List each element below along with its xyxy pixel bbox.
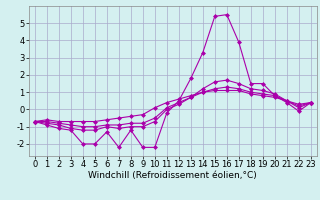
X-axis label: Windchill (Refroidissement éolien,°C): Windchill (Refroidissement éolien,°C) [88, 171, 257, 180]
